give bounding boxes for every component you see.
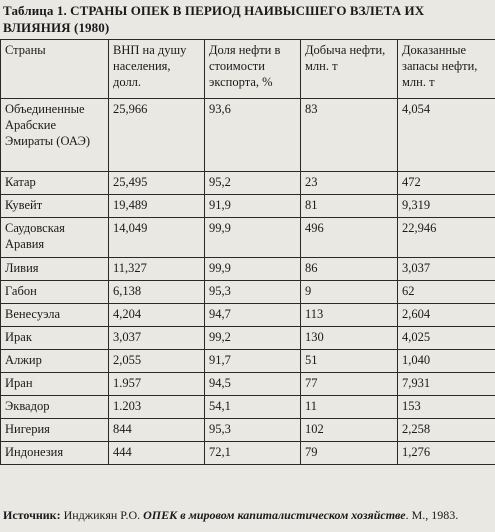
reserves-cell: 2,258 (397, 418, 495, 442)
source-note: Источник: Инджикян Р.О. ОПЕК в мировом к… (3, 507, 491, 523)
production-cell: 77 (300, 372, 398, 396)
reserves-cell: 4,025 (397, 326, 495, 350)
table-row: Саудовская Аравия 14,049 99,9 496 22,946 (0, 217, 495, 258)
table-row: Венесуэла 4,204 94,7 113 2,604 (0, 303, 495, 327)
table-row: Ливия 11,327 99,9 86 3,037 (0, 257, 495, 281)
country-cell: Габон (0, 280, 109, 304)
production-cell: 9 (300, 280, 398, 304)
production-cell: 86 (300, 257, 398, 281)
export-share-cell: 95,2 (204, 171, 301, 195)
gnp-cell: 1.203 (108, 395, 205, 419)
gnp-cell: 25,966 (108, 98, 205, 172)
country-cell: Ливия (0, 257, 109, 281)
country-cell: Объединенные Арабские Эмираты (ОАЭ) (0, 98, 109, 172)
table-row: Катар 25,495 95,2 23 472 (0, 171, 495, 195)
gnp-cell: 11,327 (108, 257, 205, 281)
header-oil-export-share: Доля нефти в стоимости экспорта, % (204, 39, 301, 99)
production-cell: 83 (300, 98, 398, 172)
gnp-cell: 3,037 (108, 326, 205, 350)
gnp-cell: 4,204 (108, 303, 205, 327)
table-row: Габон 6,138 95,3 9 62 (0, 280, 495, 304)
gnp-cell: 444 (108, 441, 205, 465)
table-title: Таблица 1. СТРАНЫ ОПЕК В ПЕРИОД НАИВЫСШЕ… (3, 3, 425, 35)
gnp-cell: 6,138 (108, 280, 205, 304)
export-share-cell: 95,3 (204, 280, 301, 304)
country-cell: Катар (0, 171, 109, 195)
table-row: Нигерия 844 95,3 102 2,258 (0, 418, 495, 442)
source-author: Инджикян Р.О. (60, 508, 144, 522)
export-share-cell: 72,1 (204, 441, 301, 465)
production-cell: 130 (300, 326, 398, 350)
table-row: Иран 1.957 94,5 77 7,931 (0, 372, 495, 396)
production-cell: 79 (300, 441, 398, 465)
production-cell: 51 (300, 349, 398, 373)
source-label: Источник: (3, 508, 61, 522)
table-header-row: Страны ВНП на душу населения, долл. Доля… (0, 39, 495, 99)
reserves-cell: 9,319 (397, 194, 495, 218)
table-row: Эквадор 1.203 54,1 11 153 (0, 395, 495, 419)
reserves-cell: 3,037 (397, 257, 495, 281)
country-cell: Кувейт (0, 194, 109, 218)
table-row: Кувейт 19,489 91,9 81 9,319 (0, 194, 495, 218)
reserves-cell: 62 (397, 280, 495, 304)
source-publication: . М., 1983. (405, 508, 459, 522)
export-share-cell: 94,5 (204, 372, 301, 396)
production-cell: 113 (300, 303, 398, 327)
reserves-cell: 4,054 (397, 98, 495, 172)
production-cell: 11 (300, 395, 398, 419)
reserves-cell: 2,604 (397, 303, 495, 327)
export-share-cell: 91,9 (204, 194, 301, 218)
reserves-cell: 1,276 (397, 441, 495, 465)
country-cell: Нигерия (0, 418, 109, 442)
reserves-cell: 22,946 (397, 217, 495, 258)
opec-table: Страны ВНП на душу населения, долл. Доля… (0, 39, 495, 465)
export-share-cell: 99,2 (204, 326, 301, 350)
table-row: Объединенные Арабские Эмираты (ОАЭ) 25,9… (0, 98, 495, 172)
export-share-cell: 99,9 (204, 257, 301, 281)
country-cell: Иран (0, 372, 109, 396)
reserves-cell: 1,040 (397, 349, 495, 373)
export-share-cell: 54,1 (204, 395, 301, 419)
header-proven-reserves: Доказанные запасы нефти, млн. т (397, 39, 495, 99)
reserves-cell: 153 (397, 395, 495, 419)
production-cell: 81 (300, 194, 398, 218)
export-share-cell: 99,9 (204, 217, 301, 258)
gnp-cell: 19,489 (108, 194, 205, 218)
gnp-cell: 1.957 (108, 372, 205, 396)
country-cell: Венесуэла (0, 303, 109, 327)
export-share-cell: 91,7 (204, 349, 301, 373)
table-row: Алжир 2,055 91,7 51 1,040 (0, 349, 495, 373)
header-gnp-per-capita: ВНП на душу населения, долл. (108, 39, 205, 99)
production-cell: 102 (300, 418, 398, 442)
header-countries: Страны (0, 39, 109, 99)
header-oil-production: Добыча нефти, млн. т (300, 39, 398, 99)
country-cell: Индонезия (0, 441, 109, 465)
country-cell: Ирак (0, 326, 109, 350)
gnp-cell: 25,495 (108, 171, 205, 195)
table-row: Индонезия 444 72,1 79 1,276 (0, 441, 495, 465)
country-cell: Саудовская Аравия (0, 217, 109, 258)
export-share-cell: 95,3 (204, 418, 301, 442)
gnp-cell: 844 (108, 418, 205, 442)
table-row: Ирак 3,037 99,2 130 4,025 (0, 326, 495, 350)
gnp-cell: 14,049 (108, 217, 205, 258)
country-cell: Алжир (0, 349, 109, 373)
export-share-cell: 93,6 (204, 98, 301, 172)
gnp-cell: 2,055 (108, 349, 205, 373)
source-book-title: ОПЕК в мировом капиталистическом хозяйст… (143, 508, 406, 522)
production-cell: 496 (300, 217, 398, 258)
production-cell: 23 (300, 171, 398, 195)
reserves-cell: 472 (397, 171, 495, 195)
reserves-cell: 7,931 (397, 372, 495, 396)
export-share-cell: 94,7 (204, 303, 301, 327)
country-cell: Эквадор (0, 395, 109, 419)
